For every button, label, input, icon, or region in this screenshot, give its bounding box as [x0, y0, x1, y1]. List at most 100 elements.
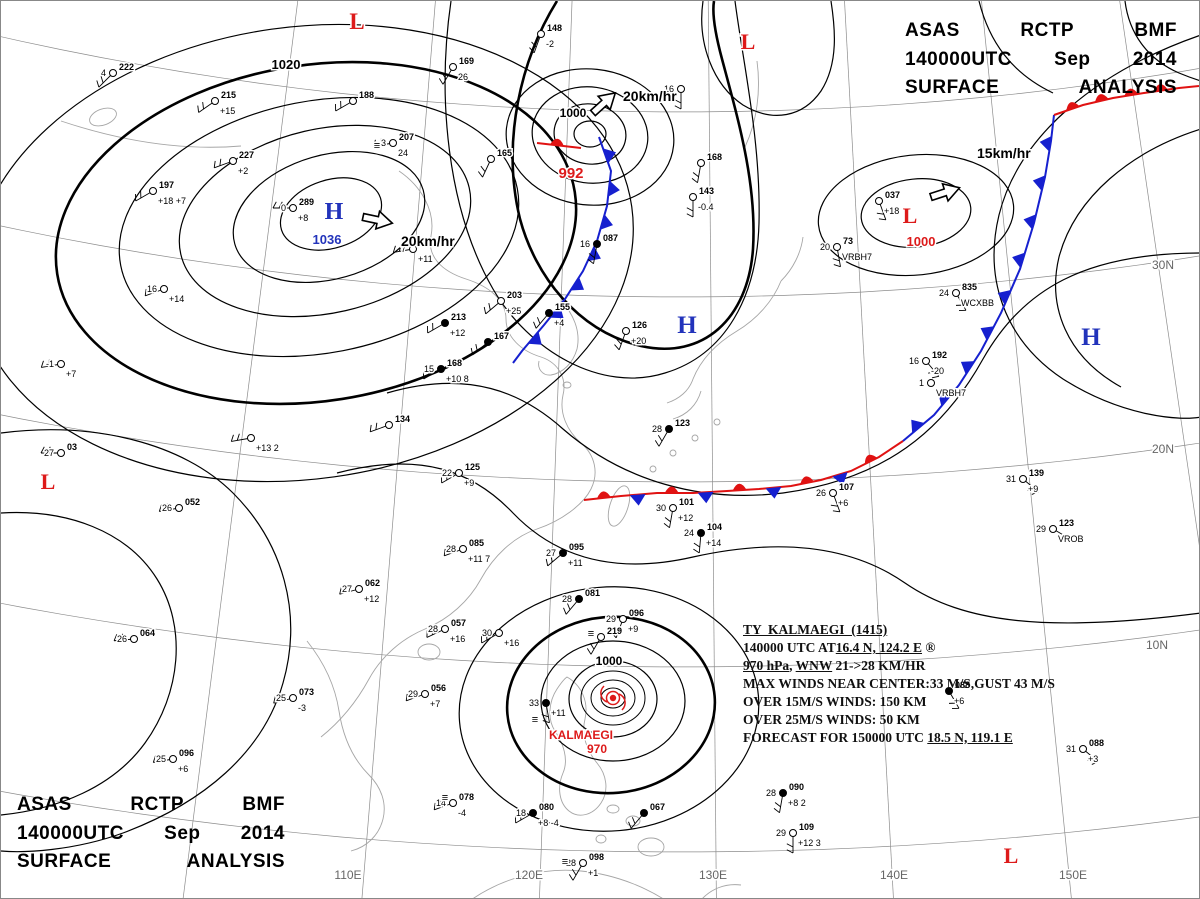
station-plot: 27 062 +12 [339, 577, 382, 606]
station-circle [437, 365, 445, 373]
station-aux: +1 [588, 868, 598, 878]
station-temp: 22 [442, 468, 452, 478]
station-plot: -1 +7 [40, 358, 78, 381]
isobar [444, 1, 760, 379]
station-pressure: 085 [469, 538, 484, 548]
station-plot: 28 098 +1 [564, 851, 606, 881]
station-plot: 037 +18 [875, 189, 902, 221]
wind-barb-tick [40, 360, 44, 368]
station-aux: +12 [364, 594, 379, 604]
latitude-line [1, 602, 1199, 668]
coastline [666, 280, 782, 404]
island [562, 381, 572, 389]
typhoon-arm [600, 685, 608, 703]
isobar [1, 511, 177, 816]
wind-barb-tick [878, 218, 886, 221]
station-circle [421, 690, 429, 698]
wind-barb-tick [40, 446, 45, 454]
station-plot: 14 078 -4 [433, 791, 476, 820]
station-circle [952, 289, 960, 297]
wind-barb-tick [398, 244, 402, 252]
station-circle [497, 297, 505, 305]
wind-barb-tick [613, 626, 619, 633]
wind-barb-tick [443, 548, 446, 556]
wind-barb-tick [213, 160, 216, 168]
station-circle [409, 245, 417, 253]
station-aux: +12 [450, 328, 465, 338]
warm-front-pip [596, 491, 611, 499]
station-plot: 0 289 +8 [272, 196, 316, 225]
station-plot: 28 085 +11 7 [443, 537, 492, 566]
wind-barb-tick [405, 693, 408, 701]
isobar [232, 150, 426, 284]
station-temp: 31 [1066, 744, 1076, 754]
station-aux: +13 2 [256, 443, 279, 453]
station-plot: 27 095 +11 [544, 541, 585, 570]
station-circle [619, 615, 627, 623]
station-pressure: 203 [507, 290, 522, 300]
station-pressure: 096 [629, 608, 644, 618]
wind-barb-tick [100, 76, 104, 84]
station-circle [529, 809, 537, 817]
wind-barb-tick [614, 344, 620, 351]
station-aux: +14 [169, 294, 184, 304]
coastline [538, 300, 579, 376]
low-center: L [41, 469, 56, 494]
typhoon-info-line: 140000 UTC AT16.4 N, 124.2 E ® [743, 639, 1088, 657]
station-plot: 29 109 +12 3 [774, 821, 822, 854]
wind-barb-tick [1091, 761, 1099, 765]
station-temp: 31 [1006, 474, 1016, 484]
isobar [505, 615, 717, 795]
cold-front-pip [1023, 214, 1037, 230]
wind-barb-tick [449, 546, 452, 554]
station-circle [247, 434, 255, 442]
station-plot: 24 835 WCXBB [937, 281, 996, 312]
station-plot: 7 285 +11 [392, 237, 436, 266]
longitude-line [539, 1, 573, 898]
station-pressure: 123 [675, 418, 690, 428]
station-temp: 26 [162, 503, 172, 513]
coastline [60, 120, 242, 148]
station-aux: +11 [568, 558, 583, 568]
station-aux: -4 [458, 808, 466, 818]
station-aux: +14 [706, 538, 721, 548]
station-temp: 27 [44, 448, 54, 458]
cold-front-pip [765, 486, 782, 499]
station-circle [109, 69, 117, 77]
chart-datetime: 140000UTC Sep 2014 [17, 822, 285, 844]
wind-barb-tick [119, 633, 124, 641]
station-plot: 168 [691, 151, 724, 184]
station-temp: 28 [766, 788, 776, 798]
station-temp: 25 [276, 693, 286, 703]
station-circle [779, 789, 787, 797]
wind-barb-tick [588, 253, 595, 259]
wind-barb-tick [566, 603, 571, 610]
latitude-line [1, 414, 1199, 483]
wind-barb-tick [686, 213, 694, 218]
wind-barb-tick [372, 139, 376, 147]
station-plot: 28 081 [560, 587, 602, 615]
station-circle [441, 625, 449, 633]
graticule-label: 10N [1146, 638, 1168, 652]
station-circle [545, 309, 553, 317]
longitude-line [707, 1, 717, 898]
isobar [1124, 1, 1199, 81]
station-pressure: 213 [451, 312, 466, 322]
station-aux: +9 [464, 478, 474, 488]
station-circle [542, 699, 550, 707]
station-pressure: 168 [447, 358, 462, 368]
graticule-label: 120E [515, 868, 543, 882]
station-plot: 31 088 +3 [1064, 737, 1105, 766]
isobar-label: 970 [587, 742, 607, 756]
coastline [306, 640, 385, 852]
wind-barb-tick [654, 440, 660, 447]
wind-barb-tick [433, 802, 436, 810]
wind-barb-tick [611, 632, 617, 639]
station-aux: +10 8 [446, 374, 469, 384]
station-plot: 148 -2 [529, 22, 564, 54]
cold-front-pip [602, 148, 617, 164]
typhoon-info-text: 140000 UTC AT [743, 639, 836, 655]
wind-barb-tick [439, 800, 442, 808]
typhoon-info-text: TY KALMAEGI (1415) [743, 622, 888, 637]
